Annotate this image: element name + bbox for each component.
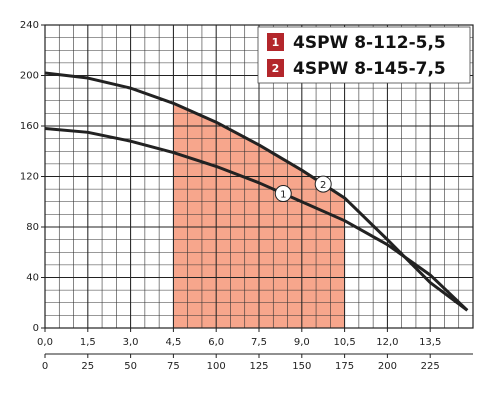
legend-swatch: [267, 33, 284, 51]
y-tick-label: 160: [20, 121, 39, 132]
curve: [44, 71, 469, 312]
x2-tick-label: 175: [335, 361, 354, 372]
x-tick-label: 9,0: [294, 337, 310, 348]
x-tick-label: 6,0: [208, 337, 224, 348]
x-tick-label: 0,0: [37, 337, 53, 348]
y-tick-label: 200: [20, 71, 39, 82]
curve-label-bg: [314, 175, 332, 193]
x-tick-label: 12,0: [376, 337, 398, 348]
curve-label-bg: [274, 185, 292, 203]
x2-tick-label: 0: [42, 361, 48, 372]
curve-label: 2: [320, 180, 326, 191]
x2-tick-label: 75: [167, 361, 180, 372]
x-tick-label: 10,5: [333, 337, 355, 348]
curve-label: 1: [280, 190, 286, 201]
x2-tick-label: 125: [249, 361, 268, 372]
x-tick-label: 1,5: [80, 337, 96, 348]
legend-label: 4SPW 8-112-5,5: [293, 33, 446, 53]
y-tick-label: 40: [26, 273, 39, 284]
x-tick-label: 7,5: [251, 337, 267, 348]
x2-tick-label: 225: [421, 361, 440, 372]
y-tick-label: 240: [20, 20, 39, 31]
y-tick-label: 120: [20, 172, 39, 183]
x2-tick-label: 25: [81, 361, 94, 372]
legend-label: 4SPW 8-145-7,5: [293, 59, 446, 79]
y-tick-label: 0: [33, 323, 39, 334]
legend-number: 2: [272, 62, 280, 75]
x2-tick-label: 200: [378, 361, 397, 372]
legend-number: 1: [272, 36, 280, 49]
x2-tick-label: 50: [124, 361, 137, 372]
legend-swatch: [267, 59, 284, 77]
x-tick-label: 4,5: [165, 337, 181, 348]
x2-tick-label: 100: [207, 361, 226, 372]
x-tick-label: 13,5: [419, 337, 441, 348]
x-tick-label: 3,0: [123, 337, 139, 348]
x2-tick-label: 150: [292, 361, 311, 372]
legend-box: [257, 26, 471, 84]
y-tick-label: 80: [26, 222, 39, 233]
plot-frame: [44, 24, 474, 329]
